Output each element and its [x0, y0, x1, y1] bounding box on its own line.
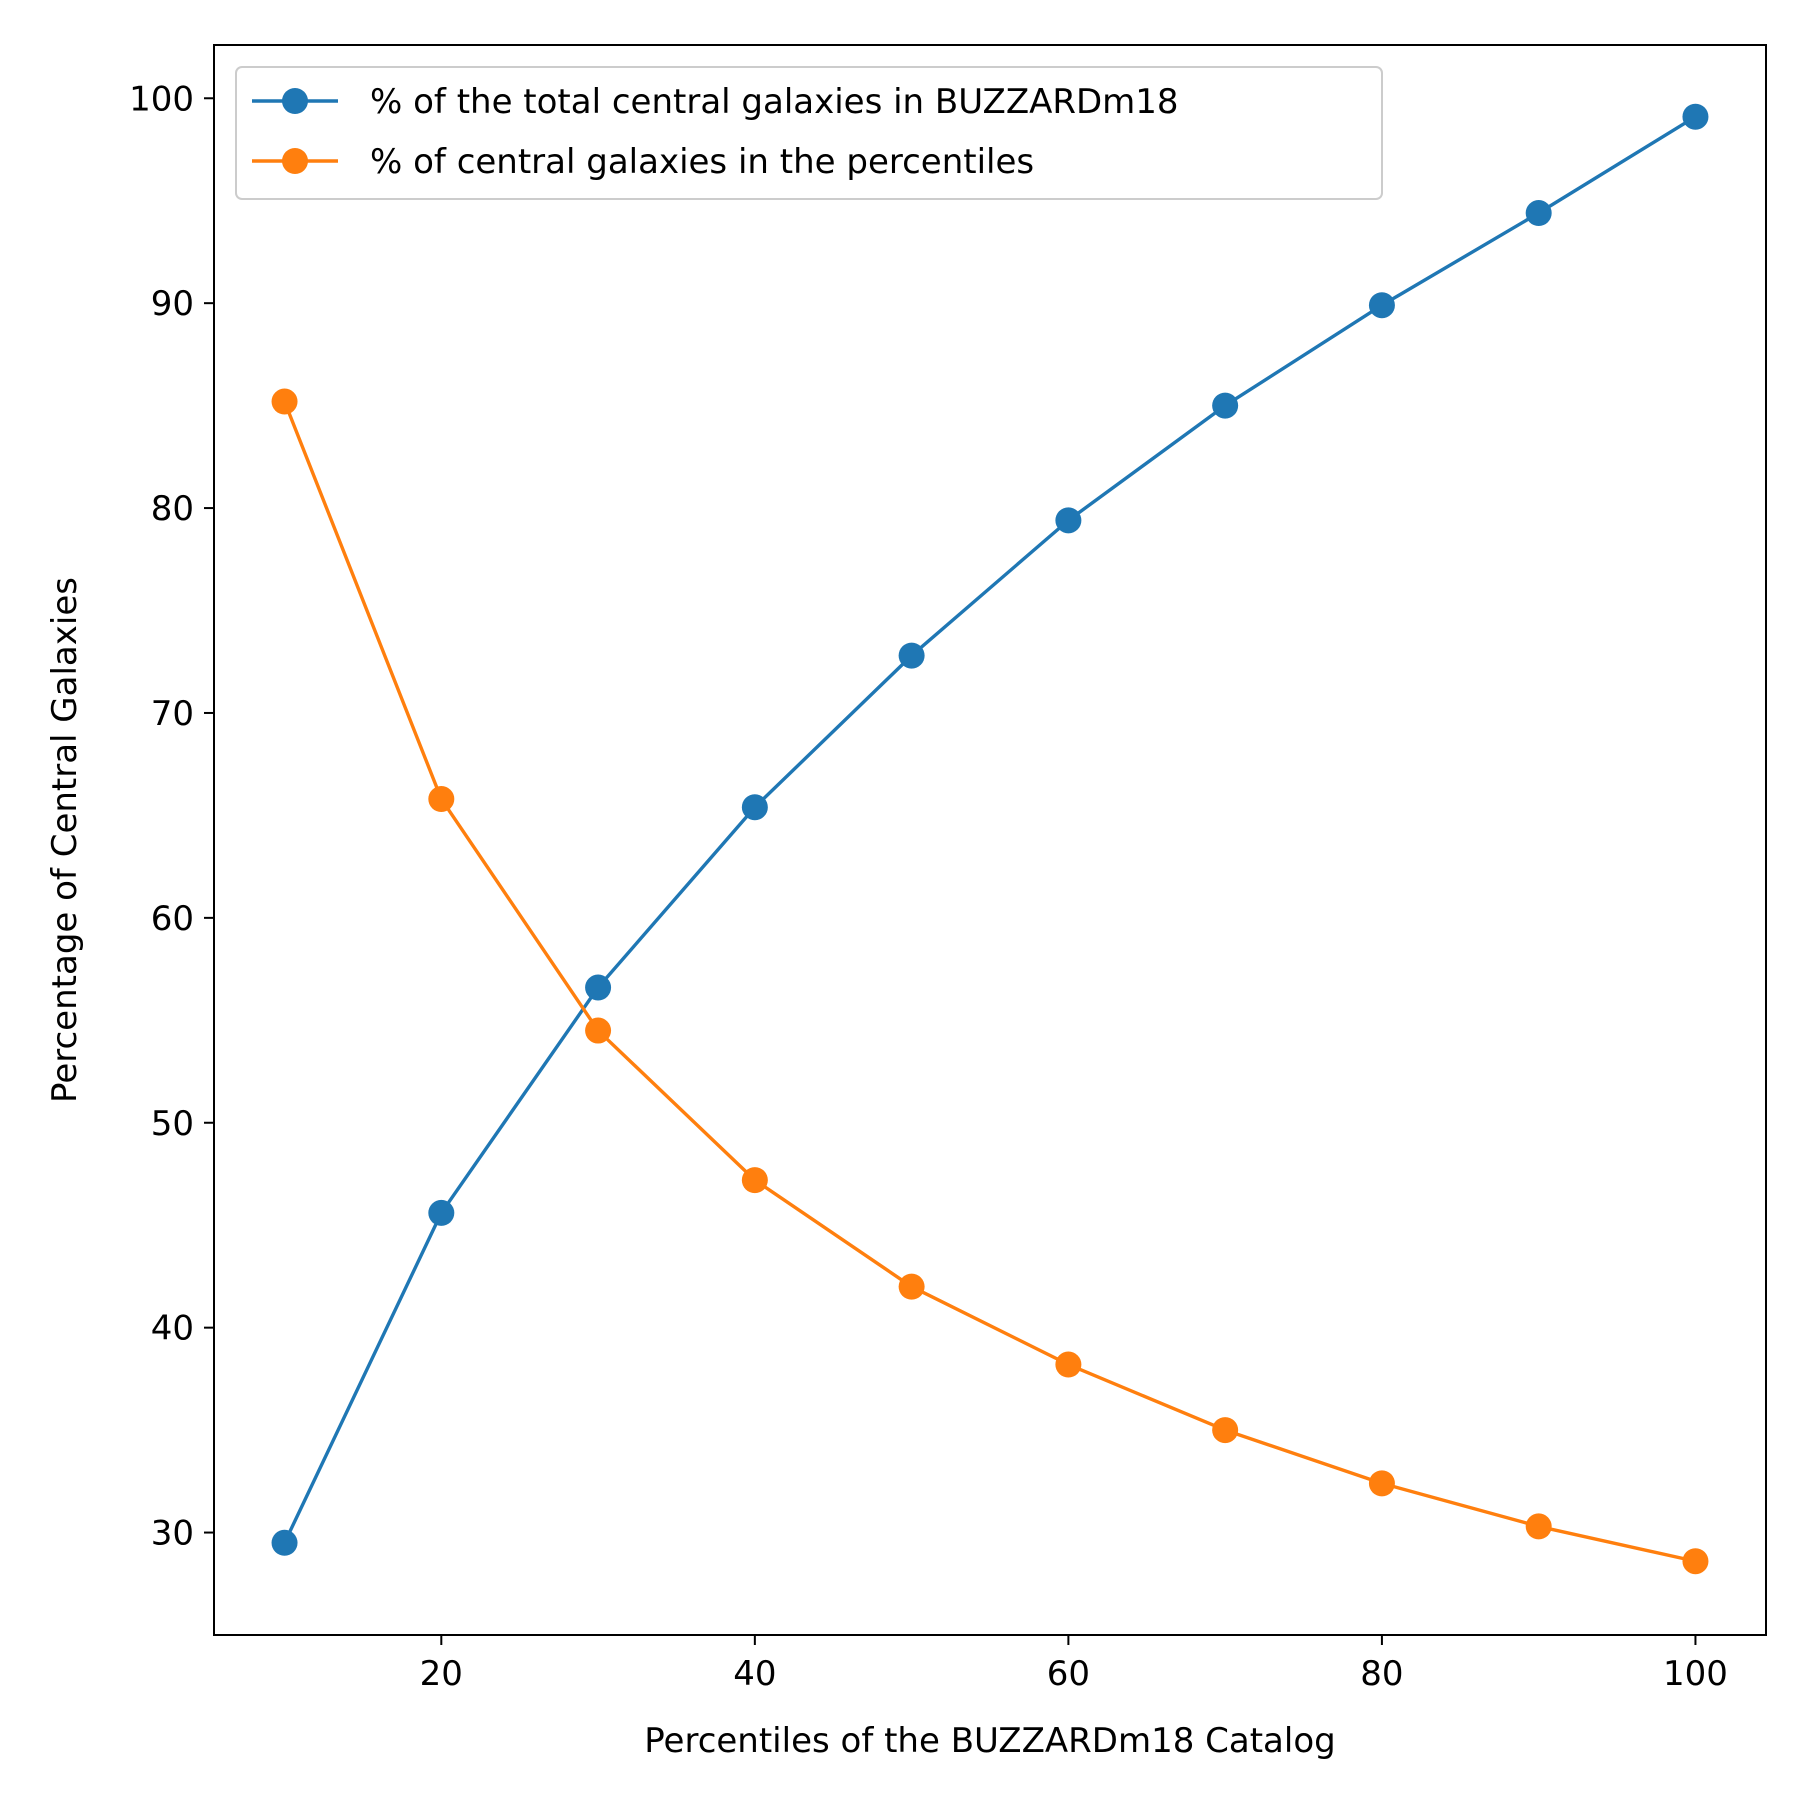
data-point-series-1 [1368, 1470, 1395, 1497]
data-point-series-0 [898, 642, 925, 669]
legend-marker-blue [282, 88, 308, 114]
plot-area [271, 103, 1709, 1575]
data-point-series-1 [585, 1017, 612, 1044]
x-tick-label: 60 [1047, 1654, 1090, 1694]
data-point-series-0 [1212, 392, 1239, 419]
data-point-series-0 [741, 794, 768, 821]
x-tick-label: 80 [1360, 1654, 1403, 1694]
legend-box [235, 66, 1383, 200]
y-tick-label: 50 [151, 1104, 194, 1144]
data-point-series-0 [1368, 292, 1395, 319]
data-point-series-1 [898, 1273, 925, 1300]
y-tick-label: 40 [151, 1309, 194, 1349]
y-tick-label: 70 [151, 694, 194, 734]
data-point-series-1 [1525, 1513, 1552, 1540]
plot-frame [213, 44, 1767, 1636]
y-tick-label: 80 [151, 489, 194, 529]
data-point-series-1 [1212, 1417, 1239, 1444]
data-point-series-1 [741, 1167, 768, 1194]
data-point-series-0 [585, 974, 612, 1001]
y-axis-label: Percentage of Central Galaxies [45, 577, 85, 1103]
legend-label-percentiles: % of central galaxies in the percentiles [370, 142, 1034, 182]
y-tick-label: 30 [151, 1514, 194, 1554]
x-axis: 20 40 60 80 100 [420, 1635, 1728, 1694]
legend-marker-orange [282, 148, 308, 174]
series-line-1 [282, 400, 1696, 1563]
data-point-series-0 [1682, 103, 1709, 130]
y-tick-label: 100 [129, 79, 194, 119]
data-point-series-0 [428, 1199, 455, 1226]
data-point-series-1 [271, 388, 298, 415]
data-point-series-0 [271, 1529, 298, 1556]
x-axis-label: Percentiles of the BUZZARDm18 Catalog [644, 1721, 1335, 1761]
x-tick-label: 100 [1663, 1654, 1728, 1694]
y-axis: 30 40 50 60 70 80 90 100 [129, 79, 214, 1554]
legend-label-total: % of the total central galaxies in BUZZA… [370, 82, 1179, 122]
legend: % of the total central galaxies in BUZZA… [235, 66, 1383, 200]
data-point-series-0 [1525, 200, 1552, 227]
x-tick-label: 40 [733, 1654, 776, 1694]
y-tick-label: 60 [151, 899, 194, 939]
series-line-0 [283, 115, 1697, 1544]
data-point-series-1 [428, 786, 455, 813]
data-point-series-1 [1682, 1548, 1709, 1575]
y-tick-label: 90 [151, 284, 194, 324]
data-point-series-1 [1055, 1351, 1082, 1378]
x-tick-label: 20 [420, 1654, 463, 1694]
data-point-series-0 [1055, 507, 1082, 534]
